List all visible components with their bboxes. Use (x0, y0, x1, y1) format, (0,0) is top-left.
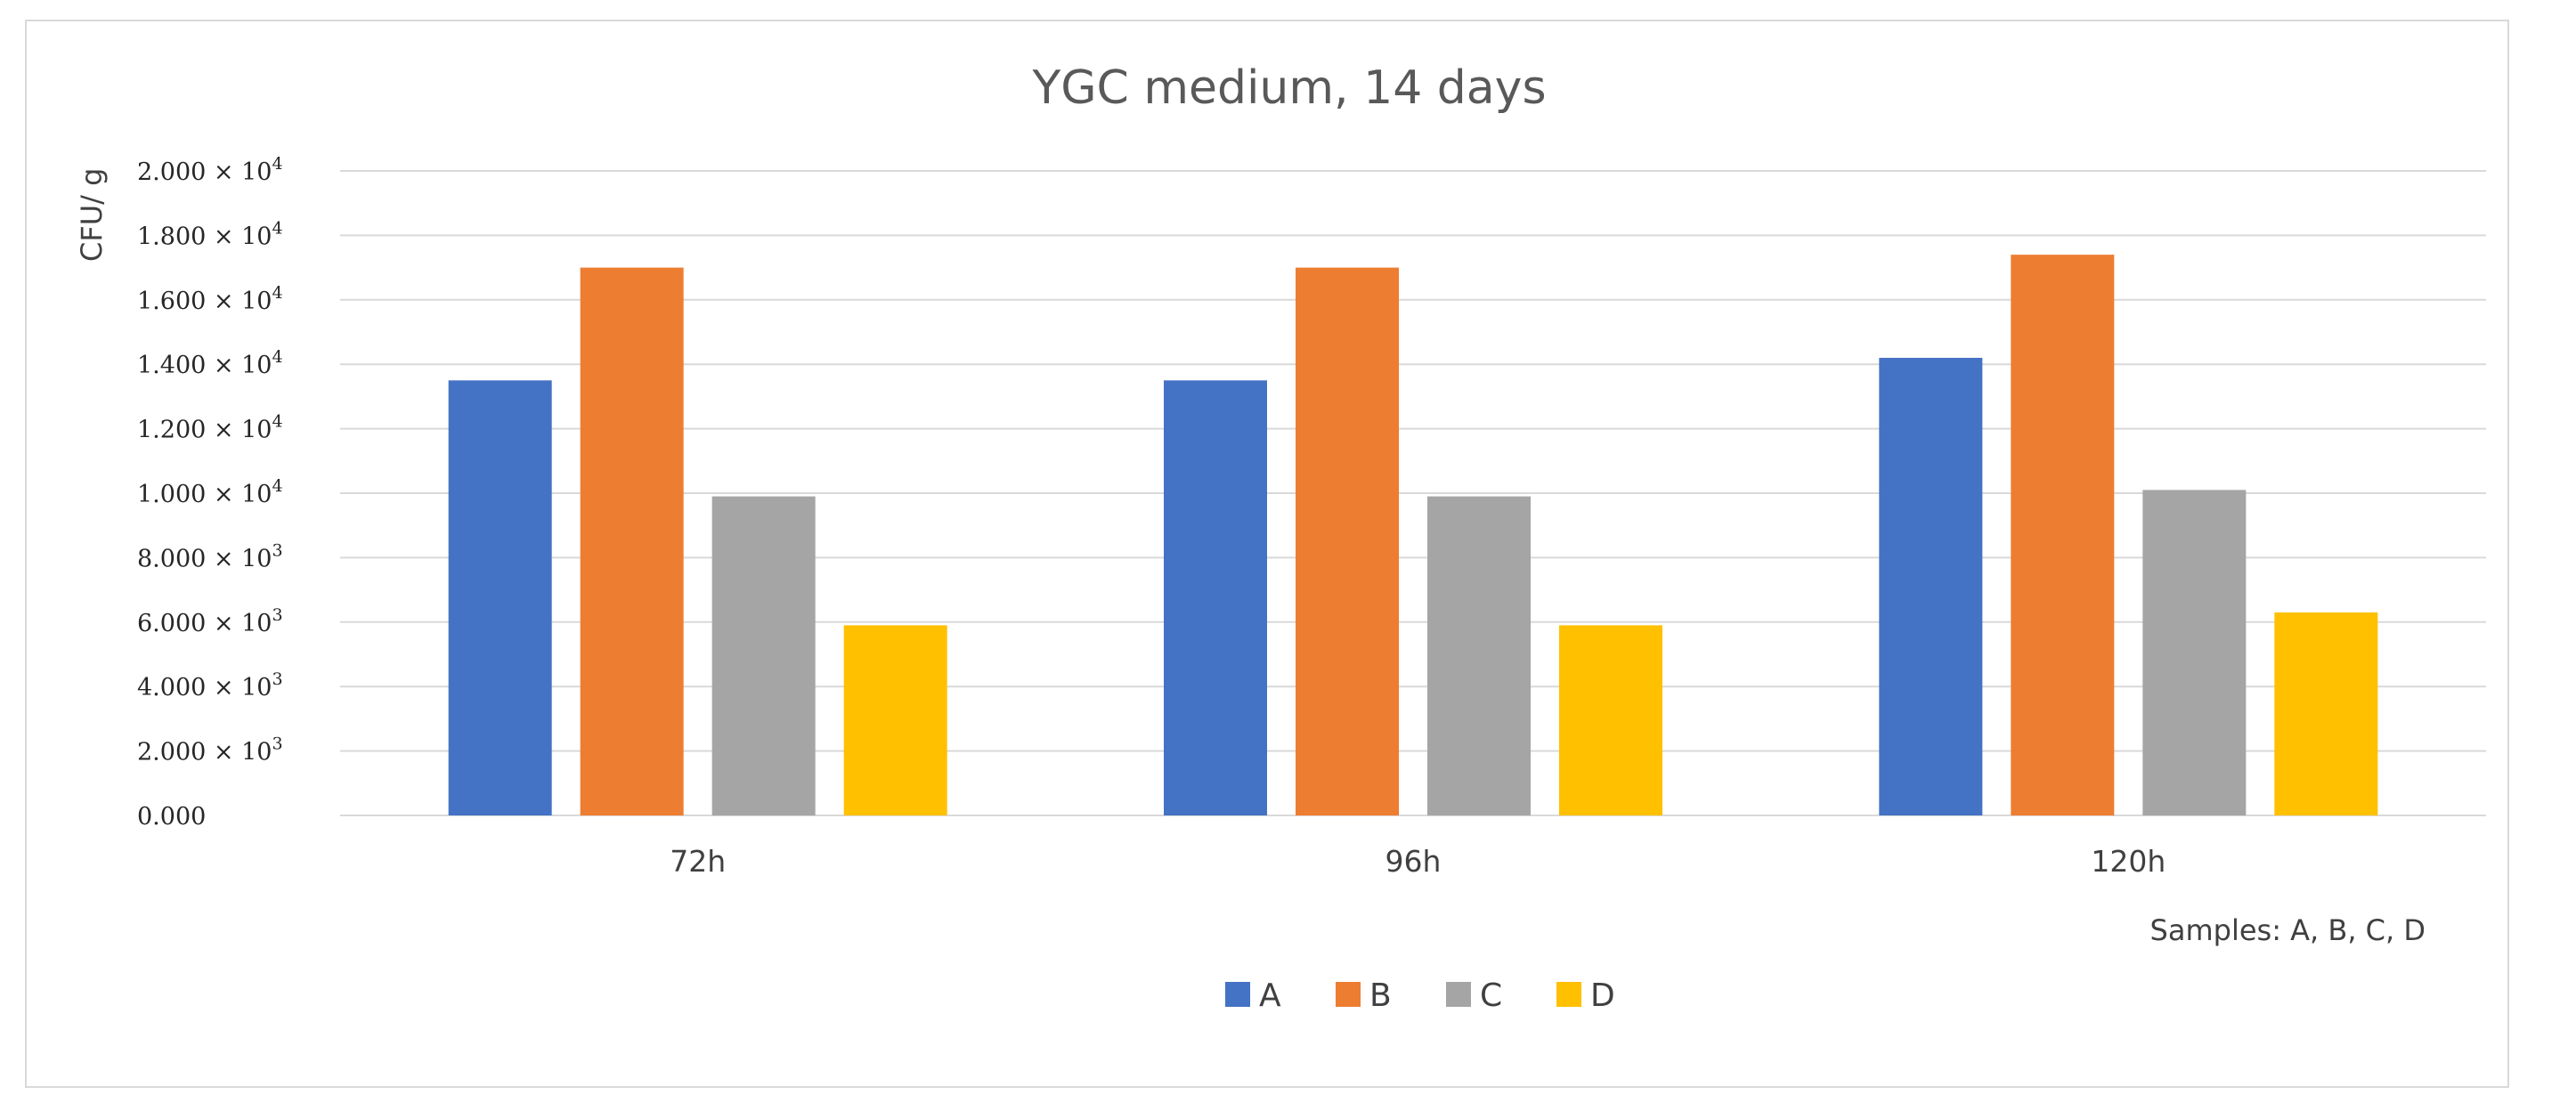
y-tick-label: 1.000 × 104 (137, 476, 283, 508)
x-tick-label: 120h (2091, 844, 2166, 879)
bar-C-120h (2142, 490, 2247, 815)
y-tick-label: 1.200 × 104 (137, 412, 283, 444)
bar-A-72h (448, 380, 552, 815)
legend-label-A: A (1259, 977, 1281, 1014)
bar-D-72h (843, 625, 947, 815)
legend: A B C D (1225, 977, 1615, 1014)
bar-C-96h (1427, 496, 1531, 815)
y-tick-label: 1.800 × 104 (137, 218, 283, 250)
y-tick-label: 4.000 × 103 (137, 669, 283, 701)
legend-label-C: C (1480, 977, 1502, 1014)
x-axis-ticks: 72h 96h 120h (670, 844, 2166, 879)
y-tick-label: 6.000 × 103 (137, 605, 283, 637)
bar-A-96h (1164, 380, 1267, 815)
bar-B-72h (580, 267, 684, 816)
y-tick-label: 8.000 × 103 (137, 540, 283, 572)
legend-swatch-C (1446, 982, 1471, 1007)
gridlines (340, 170, 2486, 816)
y-axis-ticks: 0.000 2.000 × 103 4.000 × 103 6.000 × 103 8.… (137, 154, 283, 831)
bar-chart: YGC medium, 14 days CFU/ g Samples: A, B… (75, 61, 2486, 1014)
bars (448, 255, 2378, 816)
bar-D-96h (1559, 625, 1662, 815)
x-tick-label: 72h (670, 844, 726, 879)
y-tick-label: 1.400 × 104 (137, 347, 283, 379)
x-tick-label: 96h (1386, 844, 1442, 879)
bar-B-120h (2011, 255, 2115, 815)
y-tick-label: 0.000 (137, 803, 206, 831)
legend-swatch-D (1556, 982, 1581, 1007)
x-axis-label: Samples: A, B, C, D (2150, 913, 2426, 947)
legend-label-B: B (1369, 977, 1392, 1014)
legend-swatch-B (1336, 982, 1361, 1007)
chart-title: YGC medium, 14 days (1031, 61, 1546, 115)
bar-B-96h (1296, 267, 1399, 816)
y-tick-label: 1.600 × 104 (137, 283, 283, 315)
y-axis-label: CFU/ g (75, 168, 109, 262)
y-tick-label: 2.000 × 103 (137, 734, 283, 766)
bar-C-72h (711, 496, 816, 815)
bar-A-120h (1879, 357, 1983, 816)
chart-frame: YGC medium, 14 days CFU/ g Samples: A, B… (25, 20, 2509, 1088)
y-tick-label: 2.000 × 104 (137, 154, 283, 186)
bar-D-120h (2274, 612, 2378, 815)
legend-swatch-A (1225, 982, 1250, 1007)
legend-label-D: D (1590, 977, 1615, 1014)
